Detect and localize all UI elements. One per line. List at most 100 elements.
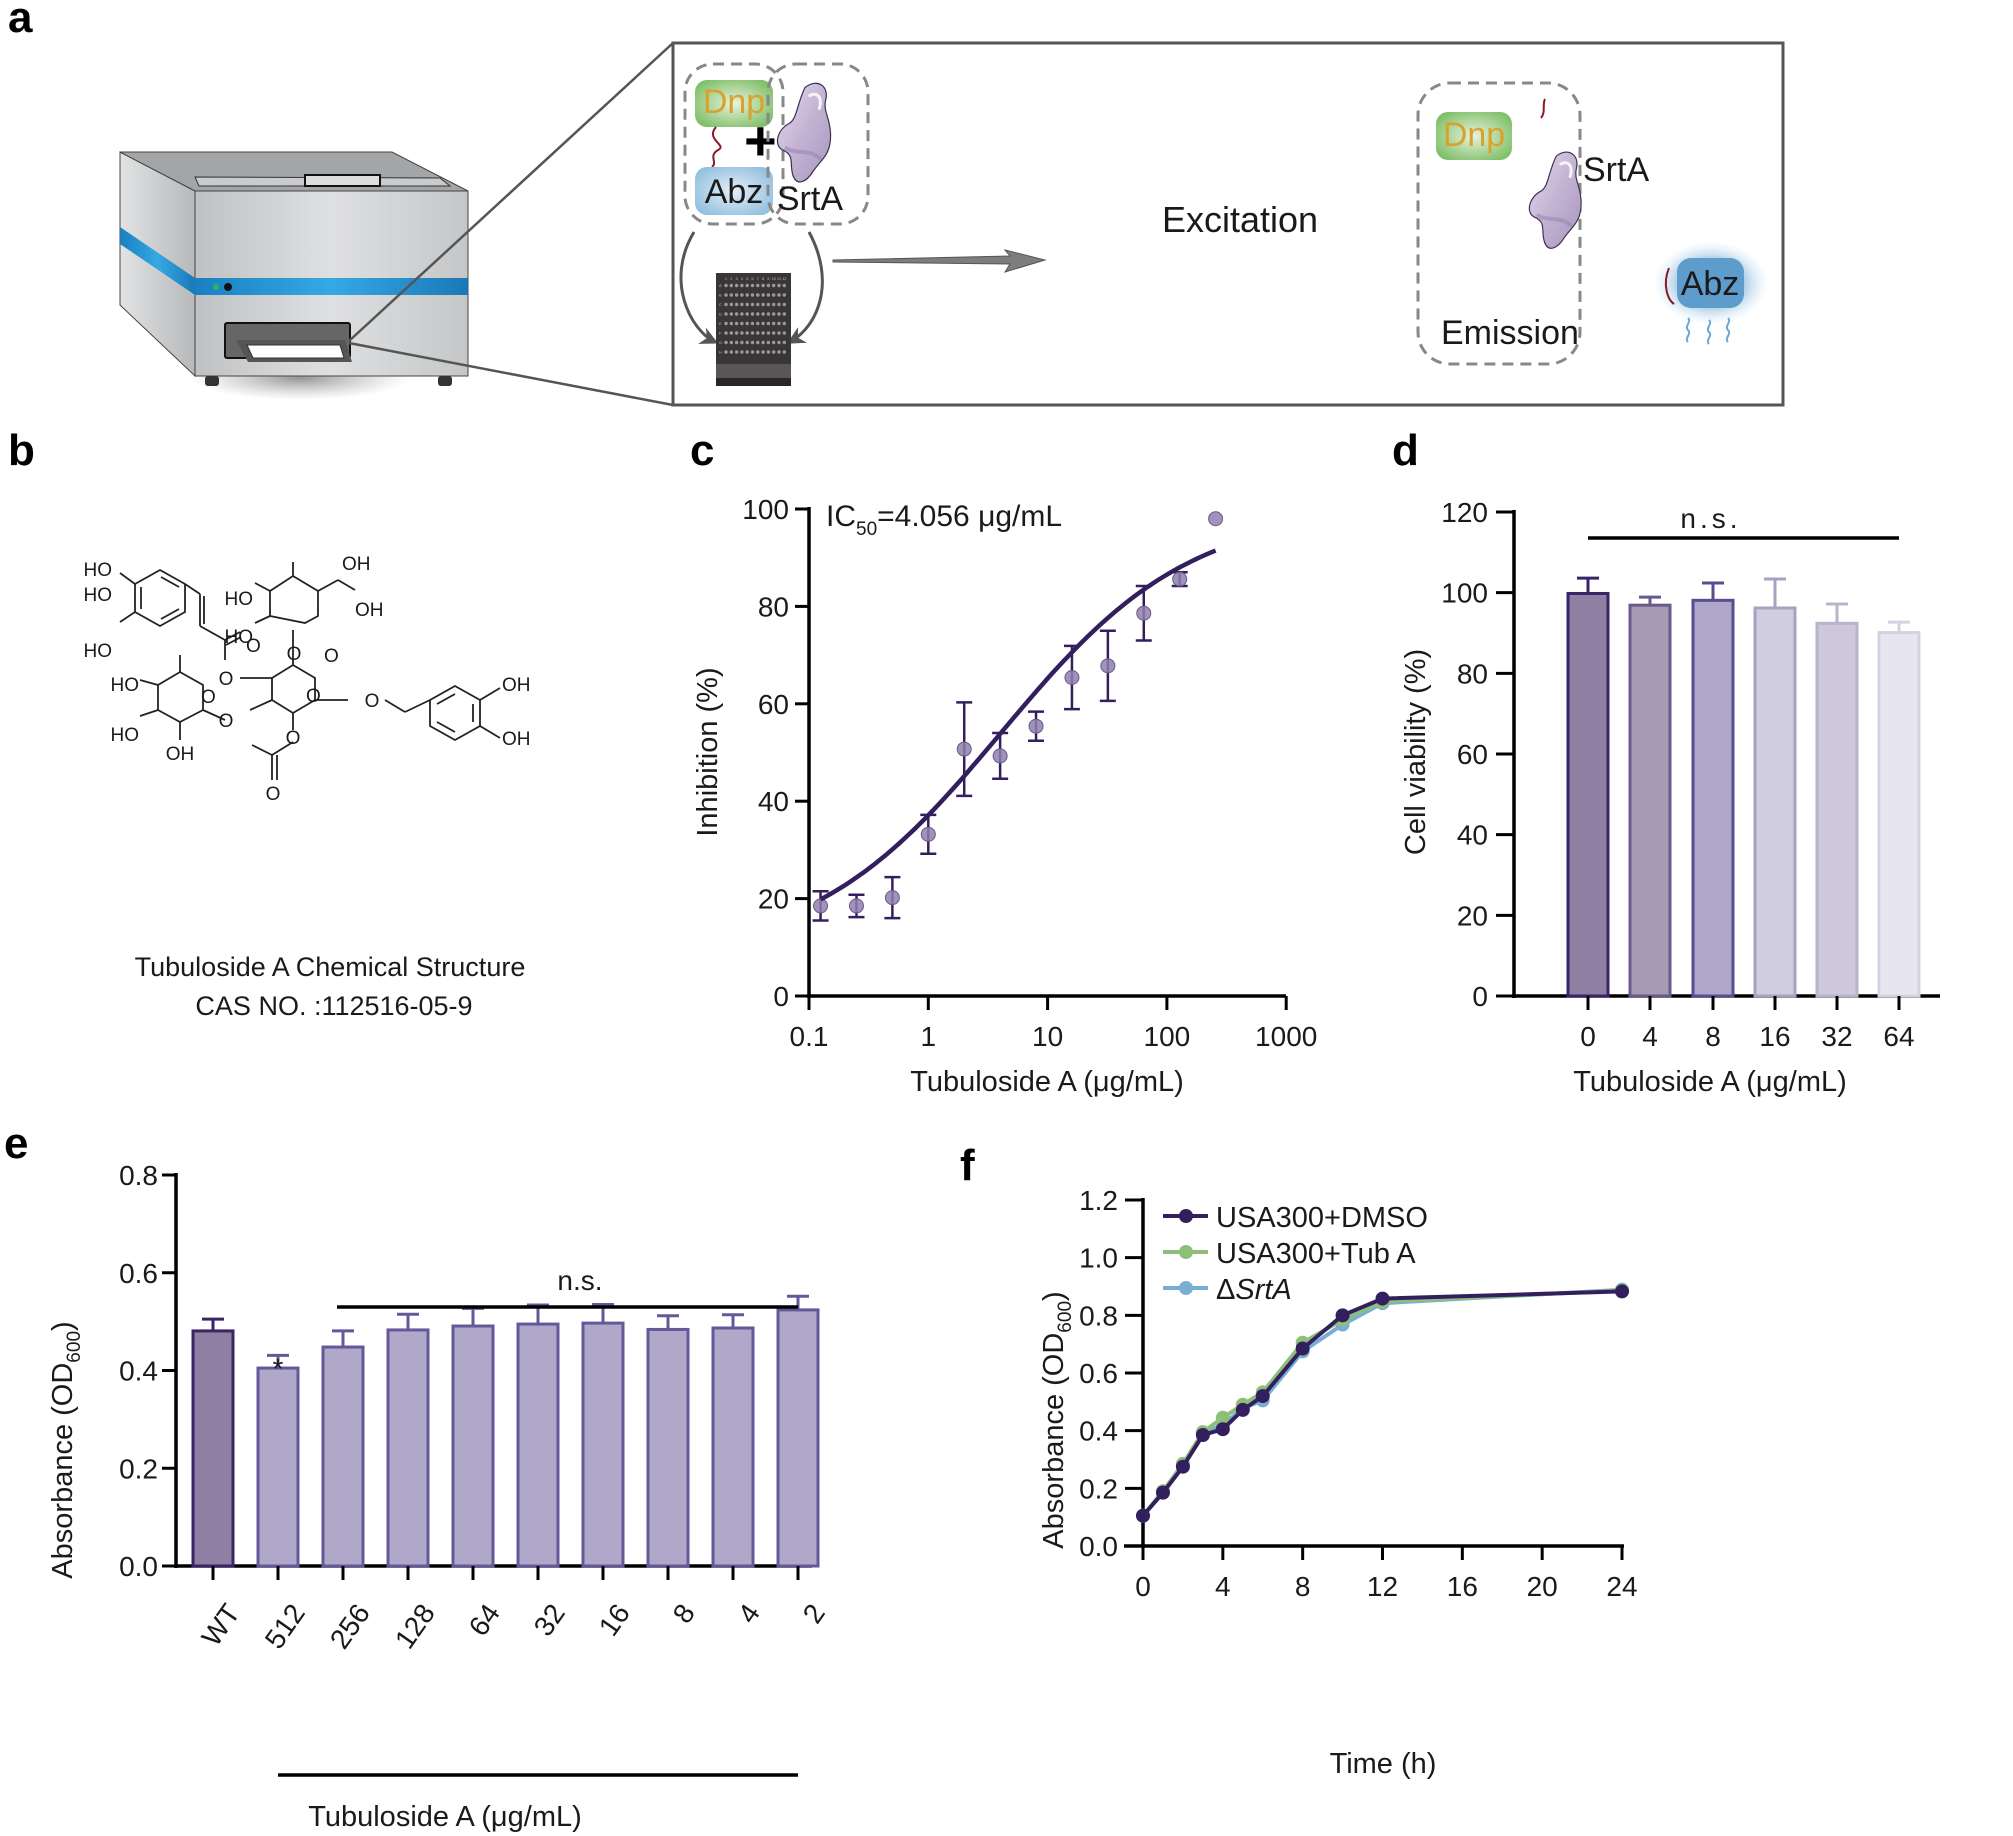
x-tick-label: 10 [1032, 1021, 1063, 1052]
plate-well [728, 302, 734, 307]
plate-well [755, 302, 761, 307]
legend-label: ΔSrtA [1216, 1274, 1292, 1306]
atom-oh: OH [502, 675, 531, 696]
plate-well [771, 349, 777, 355]
bar [711, 1326, 755, 1568]
data-point [1208, 511, 1224, 527]
bar [1877, 631, 1921, 998]
plate-well [760, 340, 766, 345]
atom-ho: HO [225, 589, 254, 610]
plate-well [771, 302, 777, 307]
bar [451, 1324, 495, 1568]
plate-well [728, 311, 734, 317]
plate-well [766, 292, 771, 298]
plate-well [755, 340, 761, 345]
plate-well [723, 292, 729, 298]
plate-column-label: 1 [725, 276, 728, 281]
y-tick-label: 20 [758, 884, 789, 915]
plate-well [723, 321, 729, 326]
plate-well [771, 330, 777, 336]
data-point [1255, 1389, 1270, 1404]
data-point [1215, 1410, 1230, 1425]
plate-well [755, 330, 761, 336]
plate-well [760, 292, 766, 298]
y-tick-label: 120 [1441, 497, 1488, 528]
plate-well [776, 330, 782, 336]
bar [776, 1308, 820, 1568]
plate-well [755, 292, 761, 298]
data-point [884, 890, 900, 906]
plate-well [734, 321, 739, 326]
plate-well [776, 349, 782, 355]
chart-c-ylabel: Inhibition (%) [692, 667, 724, 836]
plate-well [781, 330, 787, 336]
x-tick-label: 0 [1580, 1021, 1596, 1052]
plate-well [781, 292, 787, 298]
excitation-text: Excitation [1162, 199, 1318, 240]
plate-well [744, 311, 750, 317]
plate-well [755, 283, 761, 288]
data-point [1136, 605, 1152, 621]
plate-well [766, 321, 771, 326]
plate-well [744, 292, 750, 298]
plate-well [781, 302, 787, 307]
plate-well [750, 292, 755, 298]
excitation-arrow [832, 249, 1047, 273]
y-tick-label: 1.0 [1079, 1243, 1118, 1274]
y-tick-label: 40 [758, 786, 789, 817]
srta-label: SrtA [777, 180, 843, 218]
plate-well [766, 283, 771, 288]
data-point [992, 748, 1008, 764]
data-point [1335, 1308, 1350, 1323]
data-point [1155, 1485, 1170, 1500]
data-point [1375, 1291, 1390, 1306]
atom-o: O [365, 691, 380, 712]
atom-o: O [324, 646, 339, 667]
x-tick-label: 20 [1527, 1571, 1558, 1602]
y-tick-label: 20 [1457, 900, 1488, 931]
plate-column-label: 4 [741, 276, 744, 281]
atom-o: O [219, 669, 234, 690]
y-tick-label: 0.6 [119, 1258, 158, 1289]
data-point [1215, 1422, 1230, 1437]
x-tick-label: 256 [324, 1598, 376, 1654]
plate-column-label: 8 [762, 276, 765, 281]
ic50-annotation: IC50=4.056 μg/mL [826, 500, 1062, 540]
substrate-group-outline [683, 62, 785, 226]
plate-well [739, 330, 745, 336]
plate-well [734, 292, 739, 298]
plate-column-label: 10 [771, 276, 776, 281]
data-point [1295, 1341, 1310, 1356]
panel-letter-c: c [690, 426, 714, 475]
atom-oh: OH [166, 744, 195, 765]
atom-o: O [266, 784, 281, 805]
chart-d-xlabel: Tubuloside A (μg/mL) [1573, 1066, 1847, 1098]
series-line [1141, 1289, 1623, 1518]
panel-c: c 0 20 40 60 80 100 0.1 1 10 100 1000 IC50=4.056 μ… [690, 426, 1317, 1098]
plate-well [771, 283, 777, 288]
atom-o: O [306, 686, 321, 707]
bar [1628, 603, 1672, 998]
chart-f-ylabel: Absorbance (OD600) [1038, 1291, 1076, 1548]
bar [321, 1345, 365, 1568]
atom-ho: HO [84, 560, 113, 581]
y-tick-label: 1.2 [1079, 1185, 1118, 1216]
device-stripe-side [120, 227, 195, 295]
legend-label-prefix: Δ [1216, 1274, 1235, 1306]
plate-column-label: 6 [751, 276, 754, 281]
plate-well [739, 340, 745, 345]
bar [1691, 598, 1735, 998]
x-tick-label: WT [196, 1598, 246, 1651]
x-tick-label: 16 [1759, 1021, 1790, 1052]
chart-e-bacterial-growth-bars: 0.0 0.2 0.4 0.6 0.8 WT 512 256 128 64 32 16 8 4 2 * n.s. [119, 1160, 831, 1777]
bar [191, 1329, 235, 1568]
panel-a: a Dnp Abz + [8, 0, 1785, 407]
atom-o: O [287, 644, 302, 665]
atom-o: O [246, 636, 261, 657]
abz-box-emitting [1677, 258, 1744, 308]
data-point [1028, 718, 1044, 734]
plate-well [739, 283, 745, 288]
abz-box [695, 167, 773, 215]
x-tick-label: 16 [593, 1598, 636, 1641]
plate-well [744, 321, 750, 326]
